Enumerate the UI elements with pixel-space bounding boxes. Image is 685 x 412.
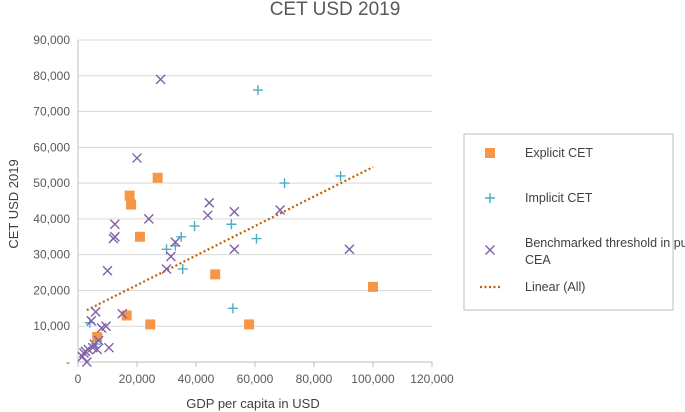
- y-tick-label: 80,000: [33, 69, 70, 83]
- explicit-cet-point: [124, 190, 135, 201]
- benchmarked-threshold-point: [93, 335, 104, 346]
- axes: [77, 40, 433, 367]
- y-tick-label: -: [66, 355, 70, 369]
- explicit-cet-point: [126, 199, 137, 210]
- implicit-cet-point: [335, 170, 346, 181]
- explicit-cet-point: [244, 319, 255, 330]
- x-tick-label: 120,000: [410, 372, 454, 386]
- implicit-cet-point: [226, 219, 237, 230]
- explicit-cet-point: [152, 172, 163, 183]
- implicit-cet-point: [227, 303, 238, 314]
- benchmarked-threshold-point: [117, 308, 128, 319]
- implicit-cet-point: [177, 263, 188, 274]
- y-tick-label: 50,000: [33, 176, 70, 190]
- benchmarked-threshold-point: [103, 342, 114, 353]
- y-tick-label: 10,000: [33, 319, 70, 333]
- implicit-cet-point: [279, 178, 290, 189]
- benchmarked-threshold-point: [275, 204, 286, 215]
- legend-marker-plus: [485, 193, 495, 203]
- benchmarked-threshold-point: [90, 306, 101, 317]
- gridlines: [78, 39, 432, 327]
- y-tick-label: 20,000: [33, 283, 70, 297]
- benchmarked-threshold-point: [170, 237, 181, 248]
- legend-marker-square: [485, 148, 495, 158]
- benchmarked-threshold-point: [143, 213, 154, 224]
- legend-label: Explicit CET: [525, 146, 593, 160]
- benchmarked-threshold-point: [161, 263, 172, 274]
- benchmarked-threshold-point: [109, 219, 120, 230]
- benchmarked-threshold-point: [92, 344, 103, 355]
- x-tick-label: 40,000: [178, 372, 215, 386]
- x-tick-labels: 0 20,000 40,000 60,000 80,000 100,000 120,000: [75, 372, 454, 386]
- benchmarked-threshold-point: [80, 346, 91, 357]
- implicit-cet-point: [189, 221, 200, 232]
- benchmarked-threshold-point: [344, 244, 355, 255]
- legend-label: Benchmarked threshold in publishedCEA: [525, 236, 685, 267]
- linear-trendline: [86, 166, 374, 312]
- legend: Explicit CET Implicit CET Benchmarked thre…: [480, 146, 685, 294]
- legend-box: [463, 133, 674, 311]
- y-tick-label: 90,000: [33, 33, 70, 47]
- y-tick-label: 70,000: [33, 105, 70, 119]
- benchmarked-threshold-point: [102, 265, 113, 276]
- y-tick-label: 30,000: [33, 248, 70, 262]
- benchmarked-threshold-point: [229, 206, 240, 217]
- explicit-cet-point: [134, 231, 145, 242]
- benchmarked-threshold-point: [101, 321, 112, 332]
- explicit-cet-point: [145, 319, 156, 330]
- y-axis-title: CET USD 2019: [6, 159, 21, 248]
- x-tick-label: 80,000: [296, 372, 333, 386]
- benchmarked-threshold-point: [132, 153, 142, 164]
- explicit-cet-point: [210, 269, 221, 280]
- y-tick-label: 40,000: [33, 212, 70, 226]
- benchmarked-threshold-point: [155, 74, 166, 85]
- legend-label: Linear (All): [525, 280, 585, 294]
- benchmarked-threshold-point: [81, 357, 92, 367]
- benchmarked-threshold-point: [165, 251, 176, 262]
- y-tick-labels: - 10,000 20,000 30,000 40,000 50,000 60,000 70,…: [33, 33, 70, 369]
- implicit-cet-point: [252, 85, 263, 96]
- x-axis-title: GDP per capita in USD: [186, 396, 319, 411]
- data-marks: [77, 74, 378, 367]
- x-tick-label: 0: [75, 372, 82, 386]
- benchmarked-threshold-point: [202, 210, 213, 221]
- benchmarked-threshold-point: [86, 315, 97, 326]
- chart-title: CET USD 2019: [270, 0, 401, 20]
- y-tick-label: 60,000: [33, 140, 70, 154]
- explicit-cet-point: [121, 310, 132, 321]
- implicit-cet-point: [251, 233, 262, 244]
- legend-marker-x: [485, 245, 495, 255]
- benchmarked-threshold-point: [204, 197, 215, 208]
- x-tick-label: 100,000: [351, 372, 395, 386]
- benchmarked-threshold-point: [109, 231, 120, 242]
- explicit-cet-point: [92, 331, 103, 342]
- legend-label: Implicit CET: [525, 191, 593, 205]
- explicit-cet-point: [368, 281, 378, 292]
- implicit-cet-point: [176, 231, 187, 242]
- x-tick-label: 60,000: [237, 372, 274, 386]
- benchmarked-threshold-point: [229, 244, 240, 255]
- x-tick-label: 20,000: [119, 372, 156, 386]
